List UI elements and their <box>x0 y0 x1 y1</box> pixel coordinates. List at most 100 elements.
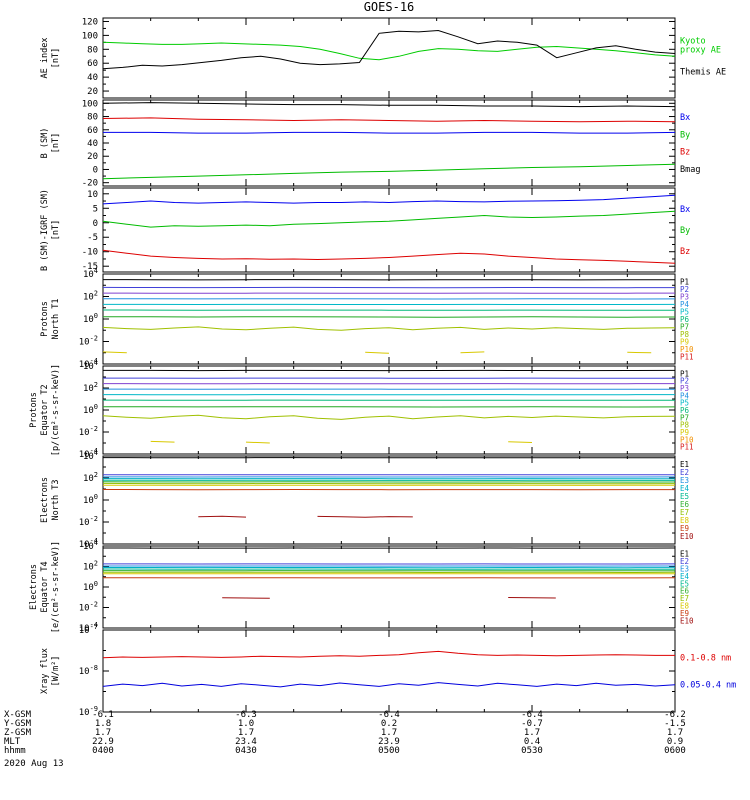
y-tick-label: -5 <box>87 233 98 243</box>
legend-p11: P11 <box>680 353 694 362</box>
legend-p5: P5 <box>680 308 689 317</box>
y-tick-label: 100 <box>83 493 98 506</box>
legend-p8: P8 <box>680 330 690 339</box>
legend-e7: E7 <box>680 508 689 517</box>
axis-row-value: -6.1 <box>92 710 114 720</box>
series-line <box>102 210 676 228</box>
legend-0-1-0-8-nm: 0.1-0.8 nm <box>680 653 731 663</box>
series-line <box>222 597 270 599</box>
legend-by: By <box>680 226 690 236</box>
legend-by: By <box>680 130 690 140</box>
legend-0-05-0-4-nm: 0.05-0.4 nm <box>680 681 736 691</box>
axis-row-value: 23.4 <box>235 737 257 747</box>
y-tick-label: -20 <box>82 179 98 189</box>
axis-row-value: -6.4 <box>521 710 543 720</box>
legend-bx: Bx <box>680 205 690 215</box>
y-tick-label: 40 <box>87 73 98 83</box>
legend-e8: E8 <box>680 602 690 611</box>
y-axis-label: [e/(cm²-s-sr-keV)] <box>51 541 61 633</box>
y-tick-label: 100 <box>82 31 98 41</box>
y-axis-label: B (SM)-IGRF (SM) <box>40 189 50 271</box>
y-tick-label: 10 <box>87 190 98 200</box>
y-axis-label: Equator T2 <box>40 384 50 435</box>
series-line <box>365 351 390 354</box>
legend-e9: E9 <box>680 524 689 533</box>
y-axis-label: North T1 <box>51 299 61 340</box>
electrons-equator-t4-frame <box>102 545 676 629</box>
y-tick-label: 10-2 <box>79 515 98 528</box>
series-line <box>198 515 247 518</box>
legend-p2: P2 <box>680 377 689 386</box>
y-axis-label: [nT] <box>51 133 61 153</box>
y-tick-label: 0 <box>93 219 98 229</box>
y-axis-label: [W/m²] <box>51 656 61 687</box>
axis-row-value: -1.5 <box>664 719 686 729</box>
legend-e7: E7 <box>680 594 689 603</box>
axis-row-label-x-gsm: X-GSM <box>4 710 32 720</box>
series-line <box>150 440 175 443</box>
legend-e1: E1 <box>680 549 689 558</box>
series-line <box>102 29 676 70</box>
y-tick-label: 10-8 <box>79 664 98 677</box>
legend-p3: P3 <box>680 384 689 393</box>
y-axis-label: Protons <box>29 392 39 428</box>
legend-p6: P6 <box>680 406 690 415</box>
y-tick-label: 20 <box>87 87 98 97</box>
axis-row-value: 0.2 <box>381 719 397 729</box>
y-tick-label: 10-2 <box>79 601 98 614</box>
legend-bmag: Bmag <box>680 165 700 175</box>
series-line <box>102 316 676 318</box>
series-line <box>102 682 676 688</box>
y-tick-label: 102 <box>83 471 98 484</box>
y-axis-label: Protons <box>40 301 50 337</box>
series-line <box>103 131 676 134</box>
legend-e5: E5 <box>680 579 689 588</box>
axis-row-label-y-gsm: Y-GSM <box>4 719 32 729</box>
b-sm-frame <box>102 99 676 187</box>
legend-e6: E6 <box>680 587 690 596</box>
series-line <box>102 249 676 264</box>
y-tick-label: 10-2 <box>79 425 98 438</box>
axis-row-label-z-gsm: Z-GSM <box>4 728 32 738</box>
y-tick-label: 20 <box>87 152 98 162</box>
y-tick-label: 60 <box>87 126 98 136</box>
legend-p4: P4 <box>680 300 690 309</box>
y-tick-label: 100 <box>83 312 98 325</box>
y-tick-label: 120 <box>82 17 98 27</box>
axis-row-value: 0600 <box>664 746 686 756</box>
series-line <box>460 351 485 354</box>
axis-row-value: 1.7 <box>238 728 254 738</box>
date-label: 2020 Aug 13 <box>4 759 64 769</box>
y-axis-label: B (SM) <box>40 128 50 159</box>
axis-row-value: 0.9 <box>667 737 683 747</box>
legend-e8: E8 <box>680 516 690 525</box>
legend-e9: E9 <box>680 609 689 618</box>
axis-row-value: 1.8 <box>95 719 111 729</box>
legend-bx: Bx <box>680 113 690 123</box>
b-sm-igrf-frame <box>102 187 676 273</box>
axis-row-value: 1.0 <box>238 719 254 729</box>
y-tick-label: 10-2 <box>79 335 98 348</box>
y-axis-label: [p/(cm²-s-sr-keV)] <box>51 364 61 456</box>
axis-row-value: 1.7 <box>95 728 111 738</box>
y-axis-label: Electrons <box>29 564 39 610</box>
series-line <box>102 117 676 123</box>
series-line <box>102 194 676 205</box>
axis-row-value: -6.4 <box>378 710 400 720</box>
series-line <box>102 163 676 180</box>
y-tick-label: 60 <box>87 59 98 69</box>
series-line <box>317 515 413 518</box>
legend-p11: P11 <box>680 443 694 452</box>
legend-p10: P10 <box>680 345 694 354</box>
y-axis-label: [nT] <box>51 220 61 240</box>
legend-p3: P3 <box>680 293 689 302</box>
y-tick-label: 102 <box>83 381 98 394</box>
legend-e4: E4 <box>680 484 690 493</box>
legend-bz: Bz <box>680 247 690 257</box>
legend-p1: P1 <box>680 369 689 378</box>
axis-row-value: 0.4 <box>524 737 540 747</box>
y-tick-label: -10 <box>82 248 98 258</box>
series-line <box>102 414 676 420</box>
